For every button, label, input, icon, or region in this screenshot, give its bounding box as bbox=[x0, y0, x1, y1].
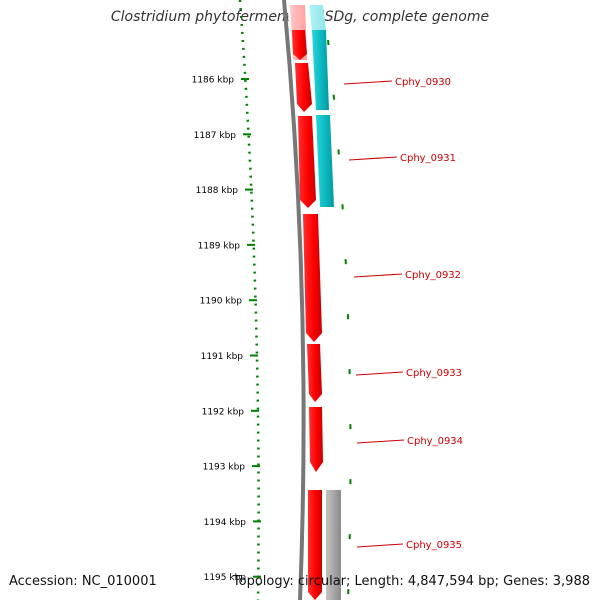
ruler-label: 1189 kbp bbox=[198, 241, 241, 251]
cds-arrow-0934 bbox=[309, 407, 323, 472]
ruler-label: 1188 kbp bbox=[196, 186, 239, 196]
other-feature bbox=[326, 490, 341, 600]
gene-label[interactable]: Cphy_0931 bbox=[400, 153, 456, 164]
ruler-label: 1195 kbp bbox=[204, 573, 247, 583]
cds-arrow-0933 bbox=[307, 344, 322, 402]
cds-arrow-0930 bbox=[295, 63, 312, 112]
reverse-feature-2 bbox=[316, 115, 334, 207]
reverse-feature-highlight bbox=[309, 5, 326, 30]
ruler-label: 1190 kbp bbox=[200, 297, 243, 307]
ruler-label: 1191 kbp bbox=[201, 352, 244, 362]
cds-arrow-0931 bbox=[298, 116, 316, 208]
cds-arrow-0932 bbox=[303, 214, 322, 342]
ruler-label: 1194 kbp bbox=[204, 518, 247, 528]
reverse-feature-1 bbox=[312, 30, 329, 110]
gene-leader-line bbox=[348, 156, 398, 161]
outer-tick-arc bbox=[327, 39, 352, 600]
ruler-label: 1192 kbp bbox=[202, 407, 245, 417]
gene-label[interactable]: Cphy_0933 bbox=[406, 368, 462, 379]
gene-leader-line bbox=[356, 543, 404, 548]
gene-label[interactable]: Cphy_0930 bbox=[395, 77, 451, 88]
gene-label[interactable]: Cphy_0932 bbox=[405, 270, 461, 281]
genome-backbone bbox=[282, 0, 306, 600]
ruler-label: 1187 kbp bbox=[194, 131, 237, 141]
gene-leader-line bbox=[353, 273, 403, 278]
gene-leader-line bbox=[356, 439, 405, 444]
gene-leader-line bbox=[355, 371, 404, 376]
ruler-label: 1193 kbp bbox=[203, 463, 246, 473]
gene-label[interactable]: Cphy_0934 bbox=[407, 436, 463, 447]
cds-arrow-0930a bbox=[292, 30, 307, 60]
cds-arrow-0935 bbox=[308, 490, 322, 600]
gene-label[interactable]: Cphy_0935 bbox=[406, 540, 462, 551]
gene-leader-line bbox=[343, 80, 393, 85]
genome-summary: Topology: circular; Length: 4,847,594 bp… bbox=[232, 574, 590, 589]
accession-label: Accession: NC_010001 bbox=[9, 574, 157, 589]
ruler-label: 1186 kbp bbox=[192, 76, 235, 86]
